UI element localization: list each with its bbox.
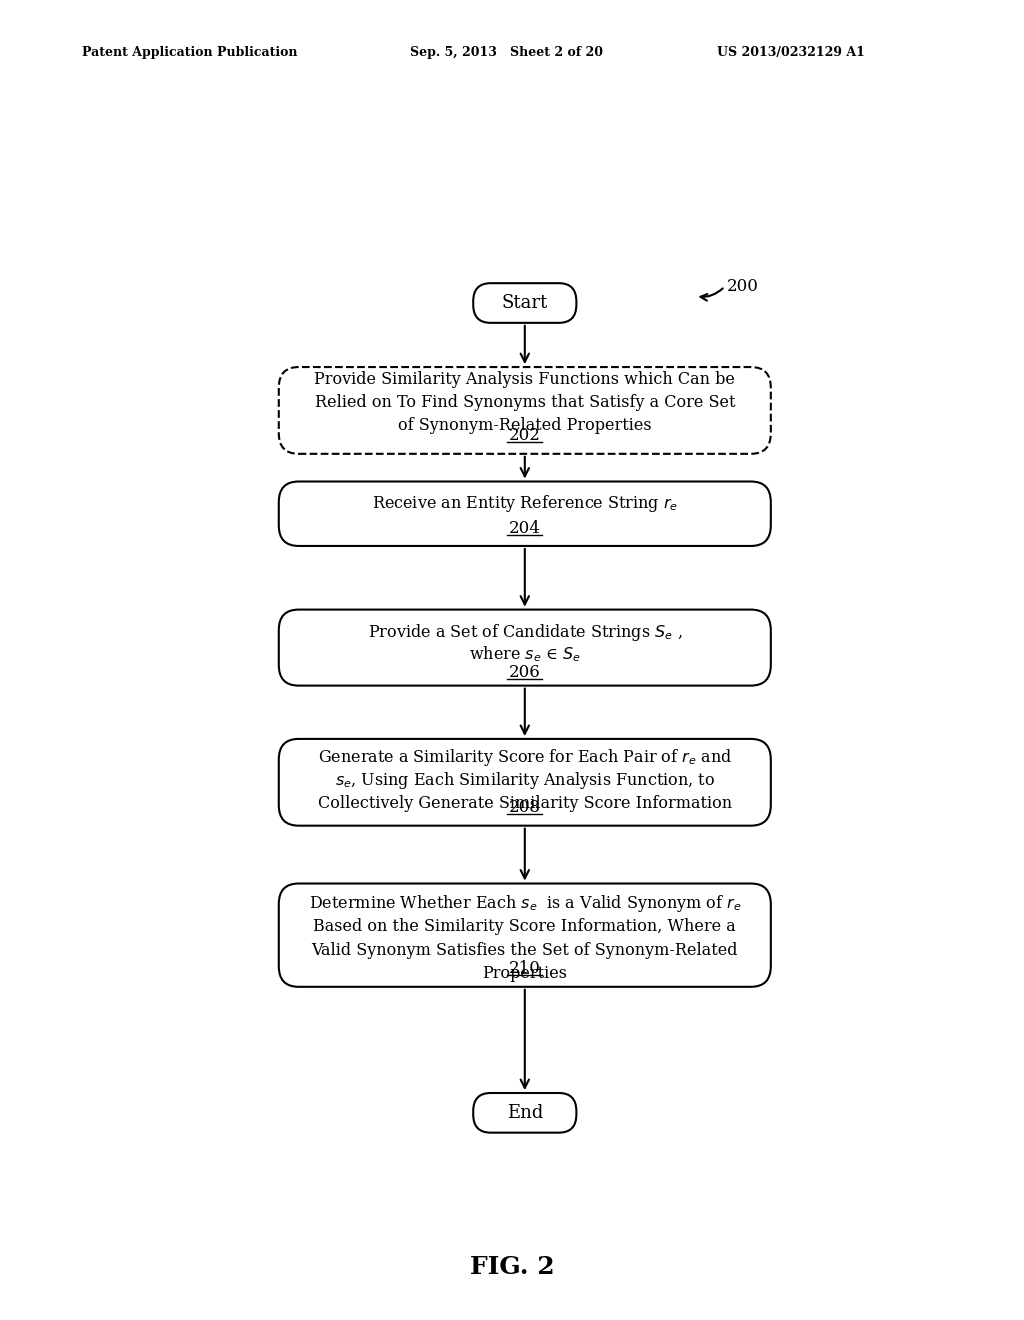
Text: End: End xyxy=(507,1104,543,1122)
Text: $s_e$, Using Each Similarity Analysis Function, to: $s_e$, Using Each Similarity Analysis Fu… xyxy=(335,770,715,791)
Text: Determine Whether Each $s_e$  is a Valid Synonym of $r_e$: Determine Whether Each $s_e$ is a Valid … xyxy=(308,894,741,915)
Text: where $s_e$ ∈ $S_e$: where $s_e$ ∈ $S_e$ xyxy=(469,644,581,664)
Text: FIG. 2: FIG. 2 xyxy=(470,1255,554,1279)
FancyBboxPatch shape xyxy=(279,367,771,454)
Text: of Synonym-Related Properties: of Synonym-Related Properties xyxy=(398,417,651,434)
Text: Generate a Similarity Score for Each Pair of $r_e$ and: Generate a Similarity Score for Each Pai… xyxy=(317,747,732,768)
Text: Based on the Similarity Score Information, Where a: Based on the Similarity Score Informatio… xyxy=(313,919,736,936)
Text: Provide Similarity Analysis Functions which Can be: Provide Similarity Analysis Functions wh… xyxy=(314,371,735,388)
Text: Receive an Entity Reference String $r_e$: Receive an Entity Reference String $r_e$ xyxy=(372,494,678,515)
Text: Start: Start xyxy=(502,294,548,312)
Text: 204: 204 xyxy=(509,520,541,537)
Text: Valid Synonym Satisfies the Set of Synonym-Related: Valid Synonym Satisfies the Set of Synon… xyxy=(311,941,738,958)
Text: Properties: Properties xyxy=(482,965,567,982)
FancyBboxPatch shape xyxy=(279,739,771,826)
Text: Relied on To Find Synonyms that Satisfy a Core Set: Relied on To Find Synonyms that Satisfy … xyxy=(314,393,735,411)
Text: Sep. 5, 2013   Sheet 2 of 20: Sep. 5, 2013 Sheet 2 of 20 xyxy=(410,46,602,59)
Text: 208: 208 xyxy=(509,799,541,816)
Text: 206: 206 xyxy=(509,664,541,681)
FancyBboxPatch shape xyxy=(279,482,771,546)
Text: Collectively Generate Similarity Score Information: Collectively Generate Similarity Score I… xyxy=(317,795,732,812)
Text: 210: 210 xyxy=(509,960,541,977)
Text: 202: 202 xyxy=(509,428,541,444)
Text: Provide a Set of Candidate Strings $S_e$ ,: Provide a Set of Candidate Strings $S_e$… xyxy=(368,622,682,643)
FancyBboxPatch shape xyxy=(279,883,771,987)
FancyBboxPatch shape xyxy=(473,1093,577,1133)
Text: US 2013/0232129 A1: US 2013/0232129 A1 xyxy=(717,46,864,59)
Text: Patent Application Publication: Patent Application Publication xyxy=(82,46,297,59)
Text: 200: 200 xyxy=(727,279,759,294)
FancyBboxPatch shape xyxy=(473,284,577,323)
FancyBboxPatch shape xyxy=(279,610,771,685)
